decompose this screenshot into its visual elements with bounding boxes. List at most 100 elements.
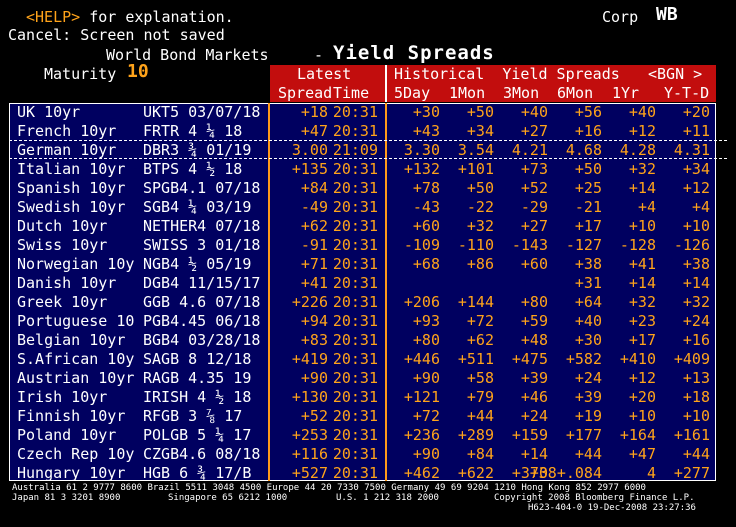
row-security[interactable]: SPGB4.1 07/18 — [143, 179, 261, 197]
row-country[interactable]: Swedish 10yr — [17, 198, 126, 216]
5day-header: 5Day — [394, 84, 431, 102]
table-row[interactable]: Spanish 10yr SPGB4.1 07/18 +84 20:31 +78 +50 +… — [0, 179, 736, 198]
row-security[interactable]: NETHER4 07/18 — [143, 217, 261, 235]
row-country[interactable]: Finnish 10yr — [17, 407, 126, 425]
table-row[interactable]: Austrian 10yr RAGB 4.35 19 +90 20:31 +90 +58 +… — [0, 369, 736, 388]
row-d5: +90 — [412, 445, 440, 463]
row-country[interactable]: Irish 10yr — [17, 388, 108, 406]
row-country[interactable]: Italian 10yr — [17, 160, 126, 178]
row-country[interactable]: Danish 10yr — [17, 274, 117, 292]
table-row[interactable]: S.African 10y SAGB 8 12/18 +419 20:31 +446 +5… — [0, 350, 736, 369]
table-row[interactable]: UK 10yr UKT5 03/07/18 +18 20:31 +30 +50 +40 +56… — [0, 103, 736, 122]
row-country[interactable]: UK 10yr — [17, 103, 81, 121]
row-country[interactable]: Poland 10yr — [17, 426, 117, 444]
row-security[interactable]: NGB4 ½ 05/19 — [143, 255, 252, 273]
table-row[interactable]: French 10yr FRTR 4 ¼ 18 +47 20:31 +43 +34 +27 +… — [0, 122, 736, 141]
row-security[interactable]: HGB 6 ¾ 17/B — [143, 464, 252, 482]
table-row[interactable]: Norwegian 10y NGB4 ½ 05/19 +71 20:31 +68 +86 +… — [0, 255, 736, 274]
table-row[interactable]: Hungary 10yr HGB 6 ¾ 17/B +527 20:31 +462 +62… — [0, 464, 736, 483]
row-ytd: +161 — [673, 426, 710, 444]
row-d5: +121 — [403, 388, 440, 406]
row-country[interactable]: Hungary 10yr — [17, 464, 126, 482]
row-security[interactable]: RAGB 4.35 19 — [143, 369, 252, 387]
row-security[interactable]: SAGB 8 12/18 — [143, 350, 252, 368]
row-country[interactable]: French 10yr — [17, 122, 117, 140]
row-security[interactable]: UKT5 03/07/18 — [143, 103, 261, 121]
selected-row-outline — [9, 140, 727, 159]
row-y1: +14 — [628, 179, 656, 197]
row-security[interactable]: IRISH 4 ½ 18 — [143, 388, 252, 406]
row-country[interactable]: S.African 10y — [17, 350, 135, 368]
row-time: 20:31 — [332, 236, 378, 254]
row-country[interactable]: Swiss 10yr — [17, 236, 108, 254]
row-security[interactable]: PGB4.45 06/18 — [143, 312, 261, 330]
row-y1: +164 — [619, 426, 656, 444]
table-row[interactable]: Danish 10yr DGB4 11/15/17 +41 20:31 +31 +14 +1… — [0, 274, 736, 293]
row-country[interactable]: Portuguese 10 — [17, 312, 135, 330]
row-spread: +130 — [291, 388, 328, 406]
row-country[interactable]: Belgian 10yr — [17, 331, 126, 349]
row-country[interactable]: Austrian 10yr — [17, 369, 135, 387]
row-security[interactable]: GGB 4.6 07/18 — [143, 293, 261, 311]
row-security[interactable]: FRTR 4 ¼ 18 — [143, 122, 243, 140]
table-row[interactable]: Swiss 10yr SWISS 3 01/18 -91 20:31 -109 -110-… — [0, 236, 736, 255]
row-ytd: +409 — [673, 350, 710, 368]
table-row[interactable]: Finnish 10yr RFGB 3 ⅞ 17 +52 20:31 +72 +44 +24… — [0, 407, 736, 426]
row-time: 20:31 — [332, 274, 378, 292]
row-y1: +12 — [628, 369, 656, 387]
row-d5: -43 — [412, 198, 440, 216]
row-country[interactable]: German 10yr — [17, 141, 117, 159]
row-security[interactable]: SGB4 ¼ 03/19 — [143, 198, 252, 216]
row-security[interactable]: POLGB 5 ¼ 17 — [143, 426, 252, 444]
row-y1: +23 — [628, 312, 656, 330]
maturity-value[interactable]: 10 — [127, 61, 149, 82]
row-y1: +47 — [628, 445, 656, 463]
table-row[interactable]: Swedish 10yr SGB4 ¼ 03/19 -49 20:31 -43 -22 -2… — [0, 198, 736, 217]
row-m6: +19 — [574, 407, 602, 425]
row-y1: +4 — [637, 198, 656, 216]
row-m3: +48 — [520, 331, 548, 349]
table-row[interactable]: Dutch 10yr NETHER4 07/18 +62 20:31 +60 +32 +27… — [0, 217, 736, 236]
row-m3: 4.21 — [511, 141, 548, 159]
row-security[interactable]: RFGB 3 ⅞ 17 — [143, 407, 243, 425]
row-m1: +84 — [466, 445, 494, 463]
bgn-pricing-source[interactable]: <BGN > — [648, 65, 703, 83]
row-ytd: +13 — [682, 369, 710, 387]
row-country[interactable]: Greek 10yr — [17, 293, 108, 311]
row-country[interactable]: Dutch 10yr — [17, 217, 108, 235]
row-m6: +16 — [574, 122, 602, 140]
row-spread: +71 — [300, 255, 328, 273]
help-key[interactable]: <HELP> — [26, 8, 81, 26]
row-security[interactable]: SWISS 3 01/18 — [143, 236, 261, 254]
row-country[interactable]: Norwegian 10y — [17, 255, 135, 273]
table-row[interactable]: Italian 10yr BTPS 4 ½ 18 +135 20:31 +132 +101… — [0, 160, 736, 179]
table-row[interactable]: Czech Rep 10y CZGB4.6 08/18 +116 20:31 +90 +8… — [0, 445, 736, 464]
title-dash: - — [314, 46, 324, 64]
table-row[interactable]: Portuguese 10 PGB4.45 06/18 +94 20:31 +93 +72… — [0, 312, 736, 331]
row-spread: +62 — [300, 217, 328, 235]
row-ytd: +4 — [691, 198, 710, 216]
row-country[interactable]: Spanish 10yr — [17, 179, 126, 197]
row-security[interactable]: BTPS 4 ½ 18 — [143, 160, 243, 178]
row-ytd: +11 — [682, 122, 710, 140]
table-row[interactable]: Belgian 10yr BGB4 03/28/18 +83 20:31 +80 +62 +… — [0, 331, 736, 350]
row-security[interactable]: DGB4 11/15/17 — [143, 274, 261, 292]
row-m1: +101 — [457, 160, 494, 178]
table-row[interactable]: Greek 10yr GGB 4.6 07/18 +226 20:31 +206 +144… — [0, 293, 736, 312]
row-spread: +18 — [300, 103, 328, 121]
table-row[interactable]: Poland 10yr POLGB 5 ¼ 17 +253 20:31 +236 +289… — [0, 426, 736, 445]
latest-header: Latest — [297, 65, 352, 83]
table-row[interactable]: Irish 10yr IRISH 4 ½ 18 +130 20:31 +121 +79 +4… — [0, 388, 736, 407]
row-spread: +419 — [291, 350, 328, 368]
row-country[interactable]: Czech Rep 10y — [17, 445, 135, 463]
row-time: 20:31 — [332, 369, 378, 387]
row-m1: +79 — [466, 388, 494, 406]
row-time: 20:31 — [332, 312, 378, 330]
row-time: 20:31 — [332, 464, 378, 482]
row-m6: +64 — [574, 293, 602, 311]
row-security[interactable]: CZGB4.6 08/18 — [143, 445, 261, 463]
row-security[interactable]: DBR3 ¾ 01/19 — [143, 141, 252, 159]
row-spread: +47 — [300, 122, 328, 140]
table-row[interactable]: German 10yr DBR3 ¾ 01/19 3.00 21:09 3.30 3.54… — [0, 141, 736, 160]
row-security[interactable]: BGB4 03/28/18 — [143, 331, 261, 349]
